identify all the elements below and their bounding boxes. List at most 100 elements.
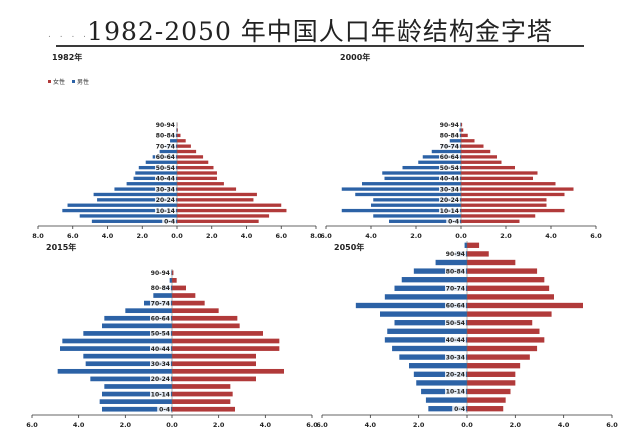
age-label: 70-74 xyxy=(440,143,459,150)
bar-male xyxy=(60,346,172,351)
age-label-bg xyxy=(155,174,176,182)
bar-male xyxy=(91,219,177,223)
age-label: 40-44 xyxy=(156,176,175,183)
pyramid-chart-2000: 2000年 0-4 10-14 20-24 30-34 40-44 50-54 60-64 70… xyxy=(310,52,606,242)
bar-male xyxy=(90,376,172,382)
bar-female xyxy=(467,354,530,360)
x-tick-label: 0.0 xyxy=(166,421,178,429)
x-tick-label: 4.0 xyxy=(365,421,377,429)
bar-female xyxy=(467,371,516,377)
legend-swatch-female xyxy=(48,80,51,83)
age-label: 80-84 xyxy=(440,133,459,140)
bar-male xyxy=(57,368,172,374)
bar-male xyxy=(159,149,177,154)
bar-female xyxy=(461,176,533,181)
bar-male xyxy=(153,293,172,298)
x-tick-label: 2.0 xyxy=(410,232,422,240)
bar-female xyxy=(177,176,217,181)
age-label: 80-84 xyxy=(156,133,175,140)
age-label: 0-4 xyxy=(164,219,175,226)
bar-male xyxy=(401,277,467,283)
age-label: 10-14 xyxy=(440,208,459,215)
bar-female xyxy=(177,171,217,175)
age-label: 40-44 xyxy=(446,337,465,344)
bar-female xyxy=(172,338,280,344)
chart-svg: 2000年 0-4 10-14 20-24 30-34 40-44 50-54 60-64 70… xyxy=(320,52,602,240)
age-label: 60-64 xyxy=(156,154,175,161)
age-label: 70-74 xyxy=(156,143,175,150)
age-label: 20-24 xyxy=(156,197,175,204)
x-tick-label: 6.0 xyxy=(316,421,328,429)
chart-svg: 2050年 0-4 10-14 20-24 30-34 40-44 50-54 60-64 70… xyxy=(316,241,618,429)
bar-female xyxy=(177,144,191,148)
bar-female xyxy=(461,203,547,207)
age-label-bg xyxy=(155,207,176,215)
x-tick-label: 2.0 xyxy=(500,232,512,240)
bar-male xyxy=(382,171,461,175)
age-label: 60-64 xyxy=(151,315,170,322)
bar-female xyxy=(172,399,231,404)
bar-female xyxy=(177,192,257,197)
bar-female xyxy=(461,144,484,148)
bar-male xyxy=(464,242,467,248)
bar-female xyxy=(461,149,491,154)
age-label: 20-24 xyxy=(151,376,170,383)
bar-female xyxy=(461,133,468,138)
chart-svg: 2015年 0-4 10-14 20-24 30-34 40-44 50-54 60-64 70… xyxy=(26,242,318,429)
bar-male xyxy=(460,123,461,127)
bar-female xyxy=(172,315,238,321)
bar-male xyxy=(431,149,461,154)
bar-female xyxy=(467,285,550,291)
age-label-bg xyxy=(155,185,176,193)
age-label-bg xyxy=(155,121,176,129)
bar-male xyxy=(83,331,172,336)
bar-female xyxy=(467,311,552,317)
age-label-bg xyxy=(445,353,466,361)
age-label-bg xyxy=(445,370,466,378)
bar-female xyxy=(172,353,256,359)
x-tick-label: 4.0 xyxy=(365,232,377,240)
age-label: 30-34 xyxy=(156,186,175,193)
age-label-bg xyxy=(439,164,460,172)
age-label-bg xyxy=(155,164,176,172)
bar-male xyxy=(387,328,467,334)
age-label: 0-4 xyxy=(454,406,465,413)
bar-female xyxy=(172,346,280,351)
bar-female xyxy=(172,391,233,397)
bar-female xyxy=(461,187,574,191)
bar-female xyxy=(467,397,506,403)
x-tick-label: 6.0 xyxy=(67,232,79,240)
bar-female xyxy=(172,270,174,276)
bar-female xyxy=(172,285,186,291)
legend-label-male: 男性 xyxy=(77,78,89,86)
bar-female xyxy=(172,323,240,329)
bar-male xyxy=(399,354,467,360)
bar-male xyxy=(409,363,467,369)
x-tick-label: 8.0 xyxy=(310,232,322,240)
page-title: 1982-2050 年中国人口年龄结构金字塔 xyxy=(87,17,553,46)
bar-female xyxy=(461,155,497,159)
bar-male xyxy=(62,338,173,344)
bar-male xyxy=(341,187,461,191)
x-tick-label: 6.0 xyxy=(306,421,318,429)
bar-male xyxy=(421,388,467,395)
age-label-bg xyxy=(445,336,466,344)
x-tick-label: 4.0 xyxy=(73,421,85,429)
bar-male xyxy=(104,384,172,389)
bar-male xyxy=(102,406,172,412)
bar-female xyxy=(172,406,235,412)
age-label: 10-14 xyxy=(446,389,465,396)
bar-female xyxy=(177,160,209,164)
bar-male xyxy=(389,219,461,223)
bar-male xyxy=(373,198,461,202)
x-tick-label: 6.0 xyxy=(590,232,602,240)
age-label: 90-94 xyxy=(440,122,459,129)
age-label-bg xyxy=(439,121,460,129)
bar-male xyxy=(394,285,467,291)
x-tick-label: 4.0 xyxy=(260,421,272,429)
age-label-bg xyxy=(439,185,460,193)
age-label: 20-24 xyxy=(446,372,465,379)
bar-female xyxy=(177,182,224,186)
bar-female xyxy=(467,345,538,352)
